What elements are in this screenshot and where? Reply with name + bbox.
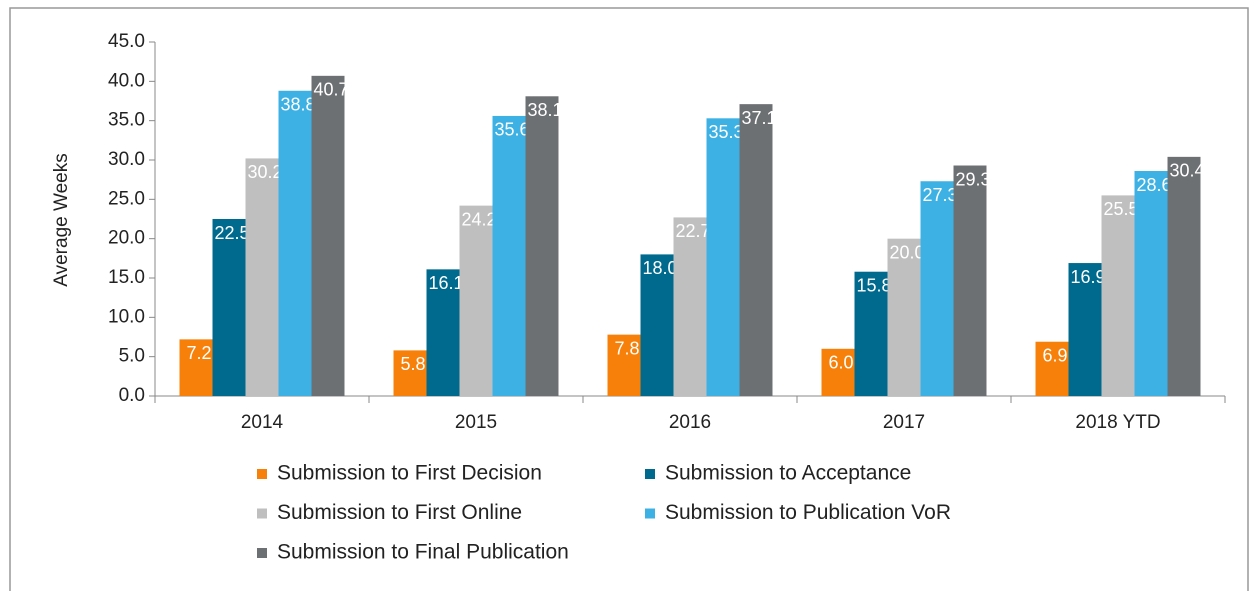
bar (739, 104, 773, 396)
value-label: 18.0 (642, 258, 677, 278)
bar (311, 75, 345, 397)
bar (821, 348, 855, 396)
y-tick-label: 5.0 (119, 346, 145, 367)
legend-label: Submission to First Decision (277, 462, 542, 485)
value-label: 35.6 (494, 120, 529, 140)
legend-swatch (257, 548, 267, 558)
legend-swatch (645, 469, 655, 479)
y-axis-title: Average Weeks (51, 153, 72, 286)
bar (854, 271, 888, 396)
value-label: 27.3 (922, 185, 957, 205)
value-label: 6.9 (1042, 345, 1067, 365)
bar (1035, 341, 1069, 396)
y-tick-label: 25.0 (108, 188, 145, 209)
bar (1134, 171, 1168, 396)
bar (706, 118, 740, 396)
bar (1068, 263, 1102, 396)
legend-swatch (645, 508, 655, 519)
legend-label: Submission to Acceptance (665, 462, 911, 485)
legend-swatch (257, 508, 267, 519)
value-label: 28.6 (1136, 175, 1171, 195)
value-label: 22.5 (214, 223, 249, 243)
y-tick-label: 15.0 (108, 267, 145, 288)
bar (1101, 195, 1135, 396)
value-label: 35.3 (708, 122, 743, 142)
bar (525, 96, 559, 396)
value-label: 25.5 (1103, 199, 1138, 219)
x-tick-label: 2017 (883, 412, 925, 433)
bar (673, 217, 707, 396)
value-label: 24.2 (461, 209, 496, 229)
y-tick-label: 20.0 (108, 228, 145, 249)
bar (887, 238, 921, 396)
x-tick-label: 2016 (669, 412, 711, 433)
y-tick-label: 30.0 (108, 149, 145, 170)
legend-label: Submission to Final Publication (277, 541, 569, 564)
y-tick-label: 45.0 (108, 31, 145, 52)
value-label: 15.8 (856, 275, 891, 295)
bar (607, 334, 641, 396)
y-tick-label: 0.0 (119, 385, 145, 406)
bar (1167, 156, 1201, 396)
bar (640, 254, 674, 396)
bar (426, 269, 460, 396)
value-label: 29.3 (955, 169, 990, 189)
value-label: 20.0 (889, 242, 924, 262)
x-tick-label: 2018 YTD (1075, 412, 1160, 433)
value-label: 5.8 (400, 354, 425, 374)
legend-label: Submission to First Online (277, 501, 522, 524)
bar (179, 339, 213, 396)
value-label: 30.2 (247, 162, 282, 182)
bar (245, 158, 279, 396)
bar (393, 350, 427, 396)
x-tick-label: 2015 (455, 412, 497, 433)
value-label: 40.7 (313, 80, 348, 100)
value-label: 22.7 (675, 221, 710, 241)
value-label: 30.4 (1169, 161, 1204, 181)
value-label: 7.2 (186, 343, 211, 363)
y-tick-label: 35.0 (108, 110, 145, 131)
bar (492, 115, 526, 397)
y-tick-label: 40.0 (108, 70, 145, 91)
value-label: 38.8 (280, 95, 315, 115)
legend-swatch (257, 469, 267, 479)
value-label: 7.8 (614, 338, 639, 358)
frame (9, 7, 1249, 591)
x-tick-label: 2014 (241, 412, 284, 433)
bar (459, 205, 493, 396)
bar (212, 219, 246, 396)
value-label: 16.9 (1070, 267, 1105, 287)
y-tick-label: 10.0 (108, 306, 145, 327)
value-label: 16.1 (428, 273, 463, 293)
bar (920, 181, 954, 396)
value-label: 37.1 (741, 108, 776, 128)
value-label: 6.0 (828, 353, 853, 373)
value-label: 38.1 (527, 100, 562, 120)
legend-label: Submission to Publication VoR (665, 501, 951, 524)
bar (953, 165, 987, 396)
bar (278, 90, 312, 397)
